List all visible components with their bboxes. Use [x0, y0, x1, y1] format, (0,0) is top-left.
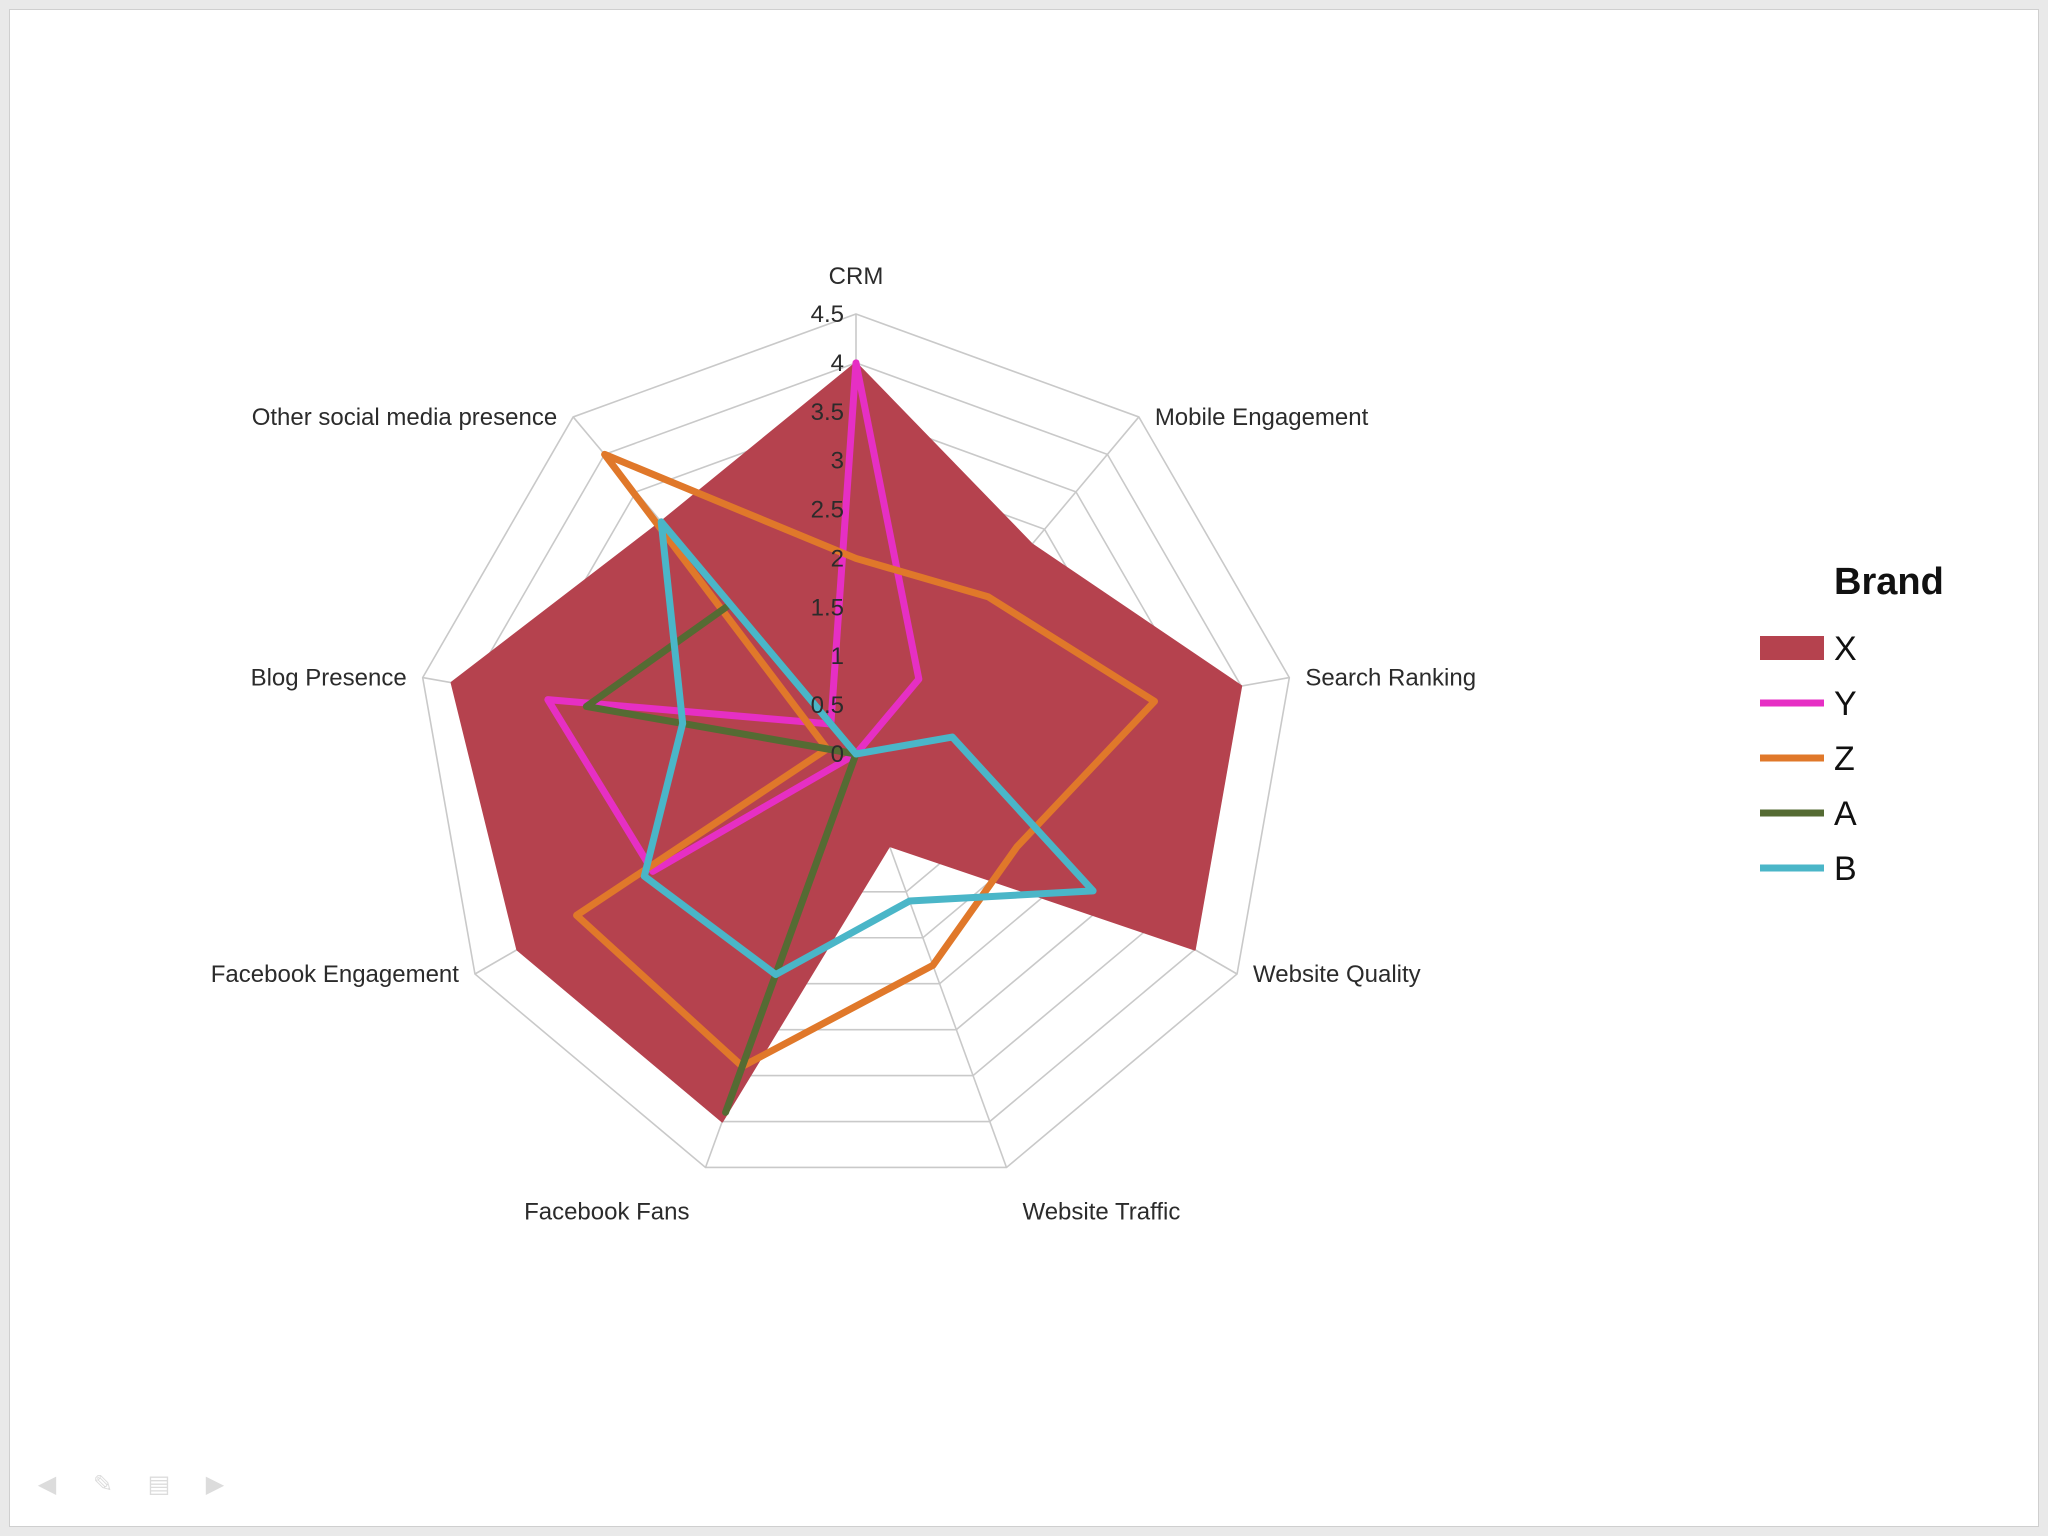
- axis-label: Other social media presence: [252, 404, 557, 431]
- legend-entry-x: X: [1834, 630, 1857, 668]
- tick-label: 2.5: [811, 497, 844, 524]
- grid-ring: [421, 313, 1291, 1169]
- tick-label: 4: [831, 350, 844, 377]
- axis-label: Mobile Engagement: [1155, 404, 1369, 431]
- radar-series: [450, 359, 1243, 1123]
- legend-entry-a: A: [1834, 795, 1857, 833]
- axis-label: Website Quality: [1253, 961, 1421, 988]
- tick-label: 2: [831, 545, 844, 572]
- tick-label: 0.5: [811, 692, 844, 719]
- series-b-line: [640, 518, 1097, 979]
- grid-ring: [469, 362, 1243, 1123]
- tick-label: 1: [831, 643, 844, 670]
- axis-label: Search Ranking: [1305, 665, 1476, 692]
- legend-title: Brand: [1834, 561, 1944, 603]
- radar-chart: 0 0.5 1 1.5 2 2.5 3 3.5 4 4.5 CRM Mobile Engagemen…: [211, 263, 1944, 1225]
- slide-menu-button[interactable]: ▤: [147, 1471, 171, 1498]
- radial-ticks: 0 0.5 1 1.5 2 2.5 3 3.5 4 4.5: [811, 301, 844, 768]
- slide: 0 0.5 1 1.5 2 2.5 3 3.5 4 4.5 CRM Mobile Engagemen…: [9, 9, 2039, 1527]
- slide-controls: ◀ ✎ ▤ ▶: [32, 1472, 230, 1498]
- tick-label: 0: [831, 741, 844, 768]
- axis-label: Website Traffic: [1022, 1198, 1180, 1225]
- previous-slide-button[interactable]: ◀: [37, 1471, 57, 1498]
- legend-swatch-x: [1760, 636, 1824, 660]
- next-slide-button[interactable]: ▶: [205, 1471, 225, 1498]
- tick-label: 4.5: [811, 301, 844, 328]
- axis-label: Facebook Engagement: [211, 961, 460, 988]
- axis-label: Blog Presence: [251, 665, 407, 692]
- tick-label: 3: [831, 448, 844, 475]
- axis-label: Facebook Fans: [524, 1198, 689, 1225]
- tick-label: 3.5: [811, 399, 844, 426]
- axis-label: CRM: [829, 263, 884, 290]
- axis-labels: CRM Mobile Engagement Search Ranking Websit…: [211, 263, 1476, 1225]
- pen-tool-button[interactable]: ✎: [92, 1471, 114, 1498]
- legend-entry-b: B: [1834, 850, 1857, 888]
- series-z-line: [573, 450, 1159, 1070]
- tick-label: 1.5: [811, 594, 844, 621]
- legend-entry-y: Y: [1834, 685, 1857, 723]
- legend-entry-z: Z: [1834, 740, 1855, 778]
